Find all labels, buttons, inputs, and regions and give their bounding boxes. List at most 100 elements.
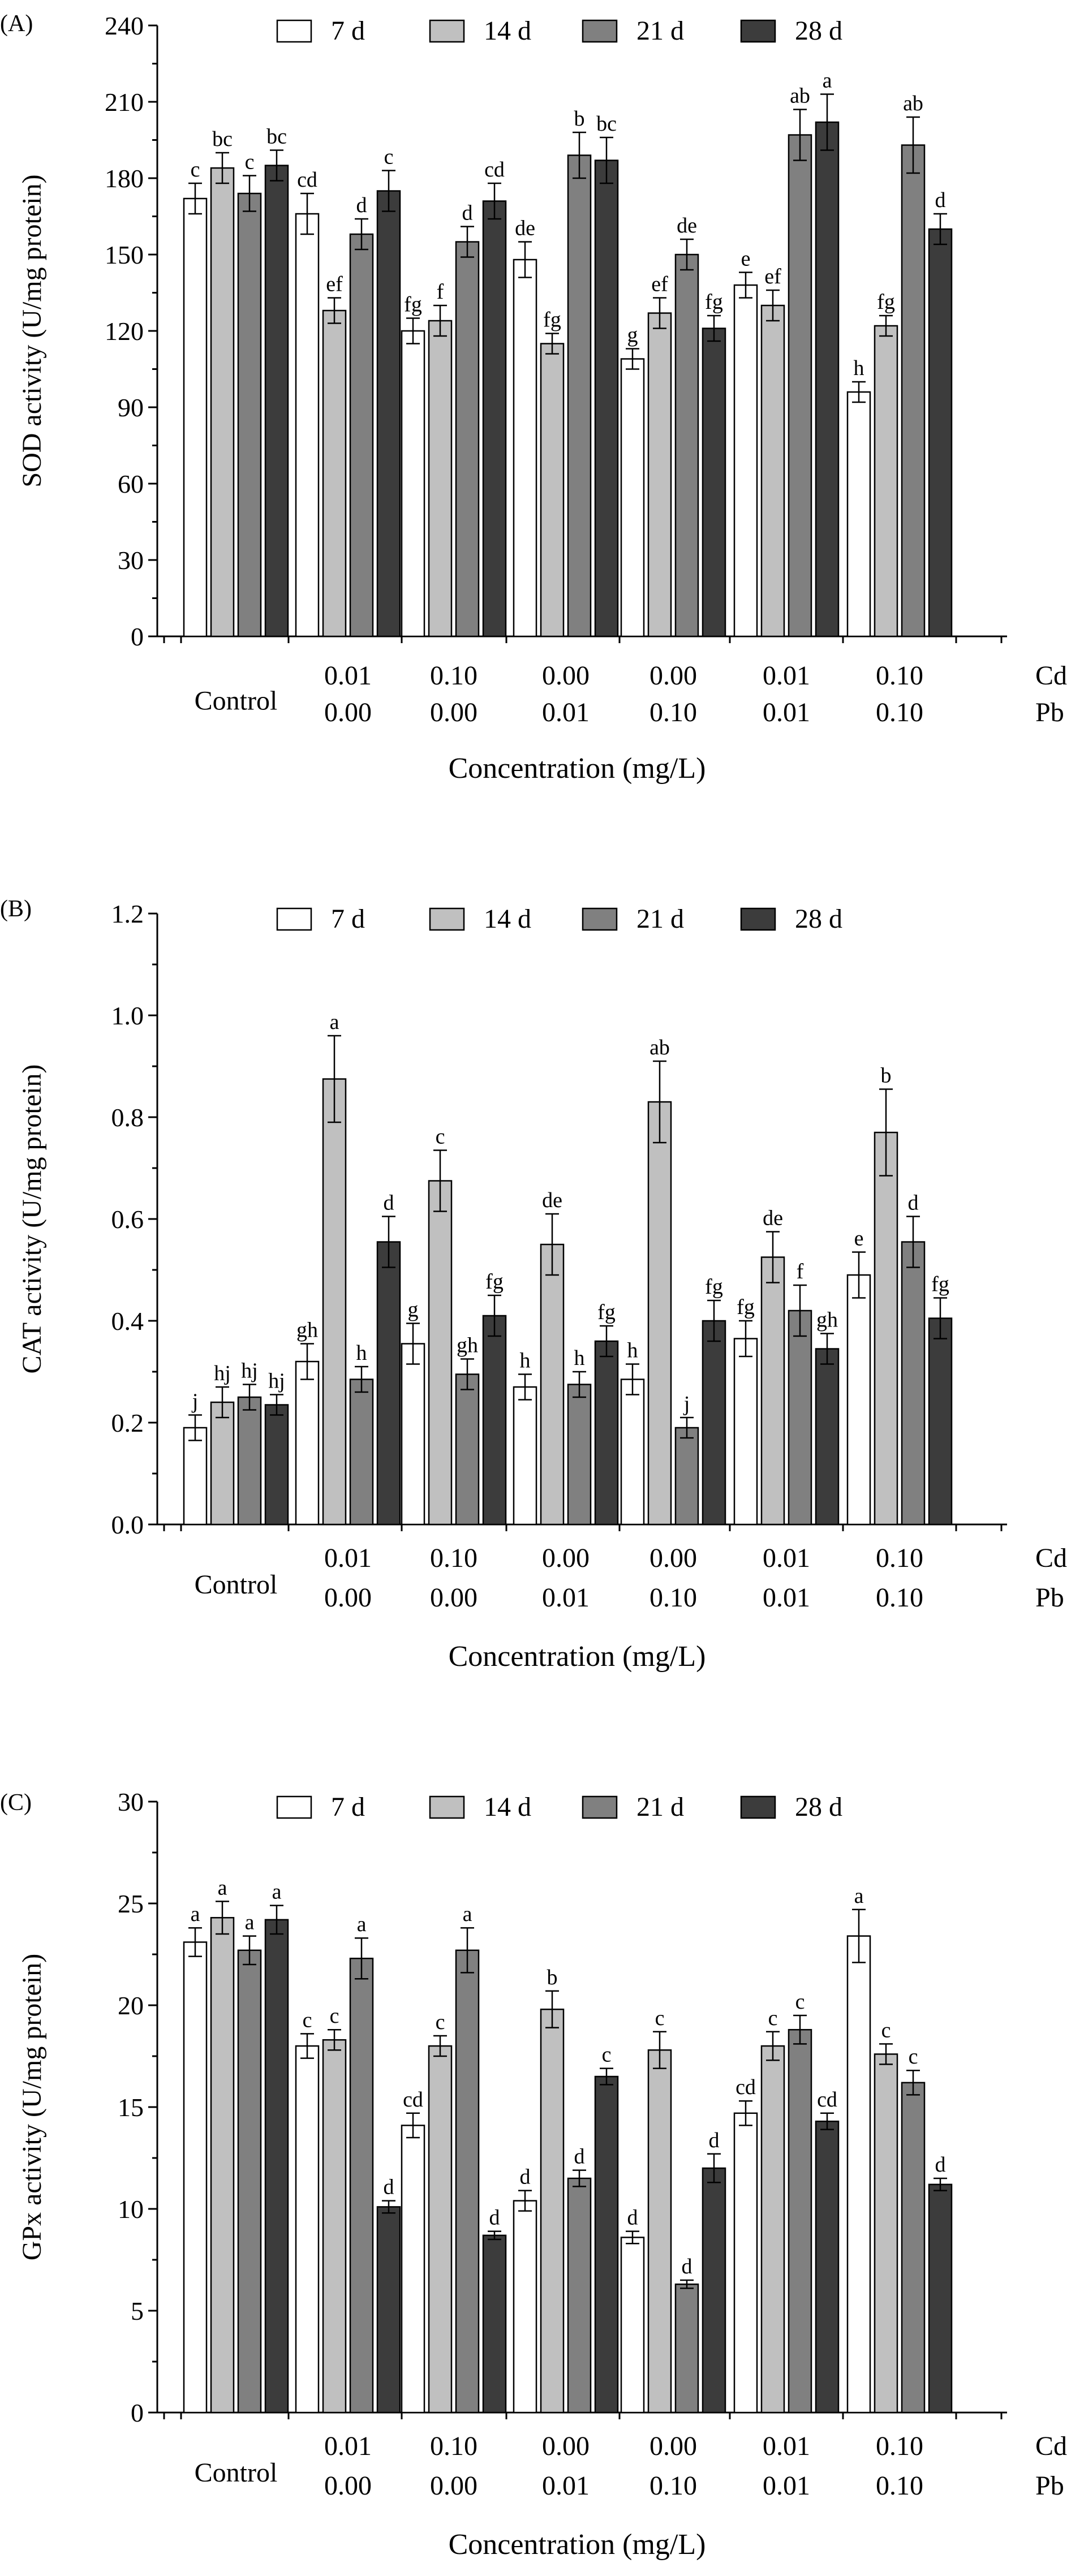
bar [674, 1427, 699, 1526]
bar [733, 1338, 758, 1526]
legend-swatch [740, 19, 776, 43]
bar [594, 2075, 619, 2414]
x-tick-label: 0.01 [324, 1543, 372, 1573]
bar [702, 328, 726, 637]
bar [237, 1396, 262, 1526]
bar [846, 1274, 871, 1526]
legend-label: 7 d [331, 1792, 365, 1822]
x-sub-tick-label: 0.10 [876, 2471, 923, 2501]
y-tick-label: 240 [105, 11, 144, 40]
bar [455, 1949, 480, 2414]
bar [482, 1315, 507, 1526]
legend-label: 28 d [795, 1792, 842, 1822]
panel-label: (B) [0, 896, 32, 922]
x-sub-tick-label: 0.10 [649, 697, 697, 727]
x-tick-label: 0.00 [649, 2431, 697, 2461]
bar [647, 312, 672, 637]
y-axis-title: CAT activity (U/mg protein) [17, 1064, 47, 1373]
legend-label: 7 d [331, 16, 365, 46]
x-sub-tick-label: 0.00 [324, 2471, 372, 2501]
x-axis-title: Concentration (mg/L) [449, 752, 706, 785]
significance-letter: a [330, 1010, 339, 1034]
significance-letter: de [677, 214, 697, 238]
bar [482, 200, 507, 637]
significance-letter: a [272, 1880, 282, 1904]
significance-letter: ef [764, 265, 781, 288]
significance-letter: c [436, 1125, 445, 1149]
y-tick-label: 5 [131, 2297, 144, 2325]
y-tick-label: 90 [118, 393, 144, 422]
x-sub-tick-label: 0.10 [876, 697, 923, 727]
y-tick-label: 180 [105, 164, 144, 193]
significance-letter: f [437, 280, 444, 304]
bar [513, 259, 537, 637]
bar [901, 1241, 926, 1526]
significance-letter: fg [543, 308, 561, 332]
bar [349, 1379, 374, 1526]
significance-letter: c [303, 2008, 312, 2032]
x-sub-tick-label: 0.00 [430, 1583, 478, 1613]
row-label-pb: Pb [1035, 2471, 1064, 2501]
legend-swatch [582, 1795, 618, 1819]
bar [264, 165, 289, 637]
x-tick-label: 0.10 [430, 661, 478, 691]
bar [210, 1401, 235, 1526]
y-tick-label: 1.2 [111, 899, 144, 928]
bar [376, 2206, 401, 2414]
x-tick-label: Control [195, 686, 278, 716]
bar [295, 1360, 320, 1526]
bar [733, 2112, 758, 2414]
row-label-pb: Pb [1035, 1583, 1064, 1613]
y-tick-label: 150 [105, 240, 144, 269]
x-tick-label: Control [195, 1570, 278, 1600]
bar [183, 1427, 208, 1526]
significance-letter: cd [817, 2088, 837, 2112]
y-tick-label: 0 [131, 622, 144, 651]
legend-label: 21 d [636, 904, 684, 934]
significance-letter: gh [296, 1319, 318, 1342]
bar [349, 233, 374, 637]
significance-letter: d [682, 2255, 692, 2278]
significance-letter: e [854, 1227, 864, 1251]
significance-letter: d [935, 2153, 946, 2177]
bar [815, 121, 840, 637]
y-axis-title: GPx activity (U/mg protein) [17, 1954, 47, 2261]
significance-letter: d [520, 2165, 531, 2189]
bar [901, 2082, 926, 2414]
x-sub-tick-label: 0.00 [324, 697, 372, 727]
bar [237, 1949, 262, 2414]
significance-letter: d [489, 2206, 500, 2230]
significance-letter: e [741, 247, 751, 271]
significance-letter: d [935, 188, 946, 212]
x-sub-tick-label: 0.00 [430, 697, 478, 727]
bar [620, 1379, 645, 1526]
y-tick-label: 120 [105, 317, 144, 346]
significance-letter: c [881, 2018, 891, 2042]
bar [376, 190, 401, 637]
y-tick-label: 1.0 [111, 1001, 144, 1030]
x-tick-label: 0.00 [542, 2431, 590, 2461]
bar [788, 2028, 812, 2414]
significance-letter: j [683, 1392, 690, 1416]
legend-label: 7 d [331, 904, 365, 934]
bar [874, 1131, 898, 1526]
legend-swatch [740, 907, 776, 931]
significance-letter: h [854, 356, 864, 380]
significance-letter: c [655, 2006, 665, 2030]
x-tick-label: 0.01 [324, 661, 372, 691]
y-tick-label: 0.4 [111, 1307, 144, 1336]
row-label-cd: Cd [1035, 1543, 1067, 1573]
bar [733, 284, 758, 637]
significance-letter: cd [297, 168, 317, 192]
significance-letter: c [330, 2004, 339, 2028]
legend-swatch [276, 19, 312, 43]
significance-letter: a [463, 1902, 472, 1926]
significance-letter: de [763, 1207, 783, 1230]
bar [760, 304, 785, 637]
significance-letter: de [542, 1188, 562, 1212]
chart-panel-a: (A) 0 30 60 90 120 150 180 210 240 SOD activity (U… [0, 11, 1067, 785]
legend-label: 28 d [795, 16, 842, 46]
panel-label: (C) [0, 1790, 32, 1816]
significance-letter: d [462, 201, 473, 225]
significance-letter: d [574, 2145, 585, 2169]
